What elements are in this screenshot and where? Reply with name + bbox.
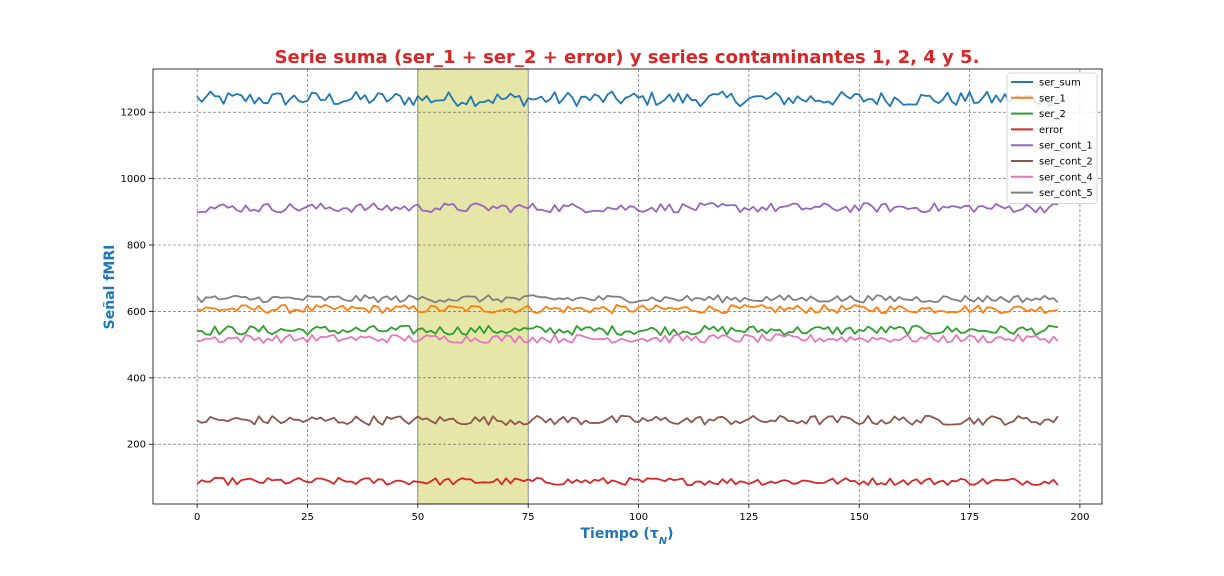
x-tick-label: 0 [194,512,200,523]
x-tick-label: 50 [411,512,424,523]
series-line-ser-cont-1 [197,202,1059,214]
series-line-ser-cont-2 [196,414,1059,427]
series-line-ser-cont-4 [196,333,1059,344]
y-tick-label: 400 [127,373,146,384]
y-tick-label: 1000 [121,174,146,185]
y-tick-label: 600 [127,307,146,318]
legend-label: ser_cont_1 [1039,141,1093,152]
highlight-span [417,68,529,505]
y-axis-label: Señal fMRI [102,245,118,330]
legend-box [1006,72,1098,204]
y-tick-label: 800 [127,240,146,251]
y-tick-label: 1200 [121,108,146,119]
x-tick-label: 200 [1070,512,1089,523]
legend-label: ser_cont_4 [1039,172,1093,183]
legend-label: ser_cont_2 [1039,157,1093,168]
y-tick-label: 200 [127,440,146,451]
legend-label: ser_sum [1039,78,1081,89]
x-tick-label: 100 [629,512,648,523]
series-line-ser-cont-5 [196,294,1059,304]
legend-label: error [1039,125,1064,136]
x-tick-label: 25 [301,512,314,523]
legend-label: ser_2 [1039,109,1066,120]
x-tick-label: 75 [522,512,535,523]
x-axis-label-main: Tiempo (τ [580,526,658,542]
x-axis-label-close: ) [667,526,673,542]
x-axis-label: Tiempo (τN) [580,526,673,547]
series-line-ser-2 [197,324,1059,337]
x-tick-label: 150 [850,512,869,523]
chart-title: Serie suma (ser_1 + ser_2 + error) y ser… [275,47,980,68]
series-line-error [196,476,1059,487]
legend-label: ser_cont_5 [1039,188,1093,199]
x-axis-label-sub: N [659,536,668,547]
series-line-ser-sum [196,90,1059,108]
plot-frame [152,68,1103,505]
x-tick-label: 175 [960,512,979,523]
legend-label: ser_1 [1039,93,1066,104]
x-tick-label: 125 [739,512,758,523]
series-line-ser-1 [196,303,1059,315]
